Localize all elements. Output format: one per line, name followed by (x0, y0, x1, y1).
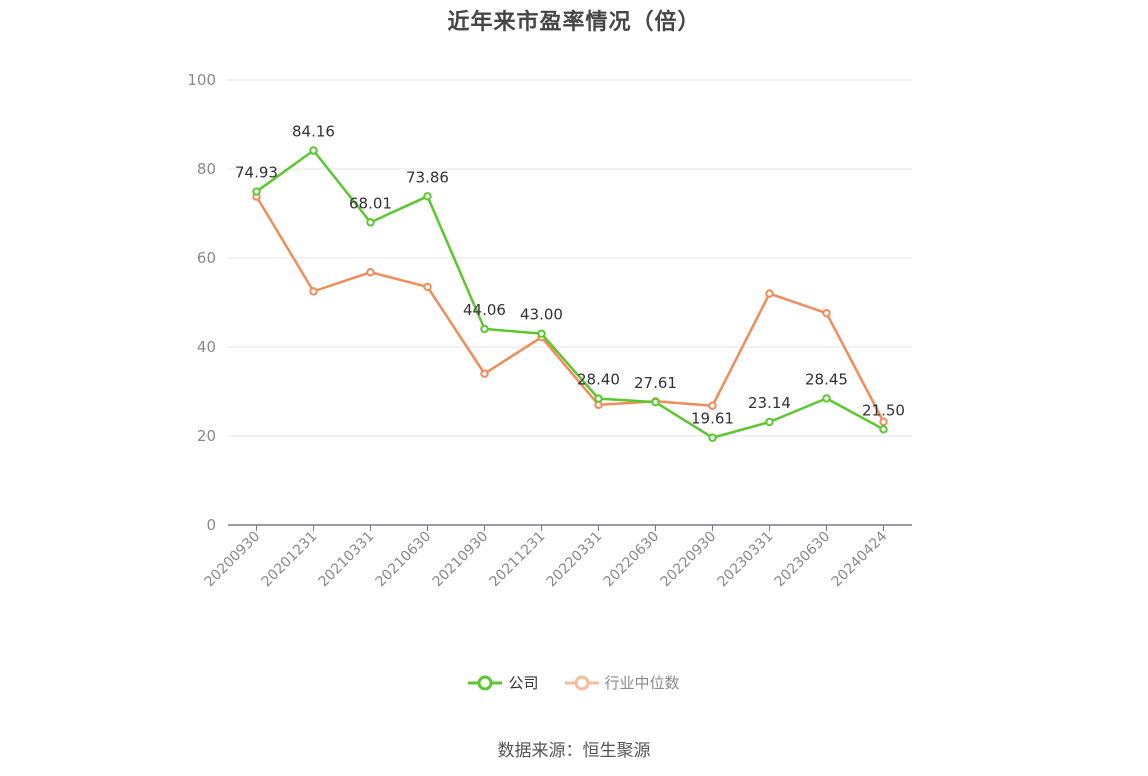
y-tick-label: 40 (197, 338, 216, 356)
data-label: 43.00 (520, 306, 563, 324)
data-point (366, 218, 375, 227)
data-point (822, 394, 831, 403)
data-source: 数据来源：恒生聚源 (497, 741, 651, 761)
data-point (423, 282, 432, 292)
data-point (879, 417, 888, 426)
data-point (765, 417, 774, 427)
legend-marker-industry (564, 675, 599, 690)
x-tick-label: 20200930 (202, 529, 264, 591)
line-chart: 0204060801002020093020201231202103312021… (187, 71, 912, 591)
legend-item-company[interactable]: 公司 (468, 672, 539, 693)
data-label: 27.61 (634, 374, 677, 392)
x-tick-label: 20220930 (658, 529, 720, 591)
data-point (879, 425, 888, 434)
data-point (822, 308, 831, 318)
data-label: 28.45 (805, 370, 848, 388)
y-tick-label: 100 (187, 71, 216, 89)
chart-title: 近年来市盈率情况（倍） (447, 10, 701, 35)
data-label: 73.86 (406, 168, 449, 186)
data-point (480, 324, 489, 334)
x-tick-label: 20201231 (259, 529, 321, 591)
data-label: 74.93 (235, 164, 278, 182)
y-tick-label: 20 (197, 427, 216, 445)
y-tick-label: 60 (197, 249, 216, 267)
legend-item-industry[interactable]: 行业中位数 (564, 672, 680, 693)
data-point (651, 397, 660, 407)
y-tick-label: 80 (197, 160, 216, 178)
series-line (255, 195, 885, 423)
legend-label-industry: 行业中位数 (604, 674, 680, 692)
legend: 公司 行业中位数 (0, 672, 1148, 693)
data-point (594, 394, 603, 403)
data-point (537, 329, 546, 338)
x-tick-label: 20230630 (772, 529, 834, 591)
data-point (252, 187, 261, 196)
data-label: 68.01 (349, 194, 392, 212)
x-tick-label: 20210930 (430, 529, 492, 591)
legend-label-company: 公司 (508, 674, 539, 692)
x-tick-label: 20220630 (601, 529, 663, 591)
data-label: 21.50 (862, 401, 905, 419)
data-point (480, 369, 489, 378)
data-point (366, 268, 375, 277)
data-label: 23.14 (748, 394, 791, 412)
data-point (708, 433, 717, 442)
data-label: 44.06 (463, 301, 506, 319)
data-point (765, 289, 774, 298)
data-label: 19.61 (691, 410, 734, 428)
x-tick-label: 20220331 (544, 529, 606, 591)
x-tick-label: 20240424 (829, 528, 891, 590)
data-point (309, 287, 318, 296)
data-label: 84.16 (292, 122, 335, 140)
x-tick-label: 20210331 (316, 529, 378, 591)
data-point (309, 146, 318, 155)
data-point (423, 192, 432, 201)
x-tick-label: 20230331 (715, 529, 777, 591)
data-label: 28.40 (577, 371, 620, 389)
x-tick-label: 20211231 (487, 529, 549, 591)
y-tick-label: 0 (206, 516, 216, 534)
x-tick-label: 20210630 (373, 529, 435, 591)
legend-marker-company (468, 675, 503, 690)
data-point (708, 401, 717, 410)
series-line (255, 149, 885, 439)
